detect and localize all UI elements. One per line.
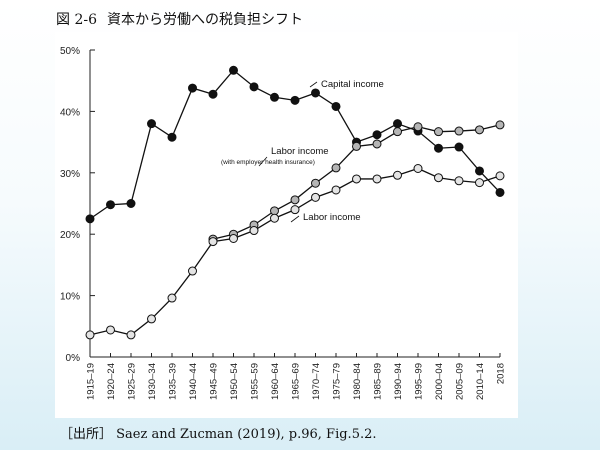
series-label-capital: Capital income bbox=[321, 79, 384, 90]
data-point-labor-with-health bbox=[352, 141, 361, 151]
x-tick-label: 2000–04 bbox=[434, 363, 445, 400]
x-tick-label: 1945–49 bbox=[209, 363, 220, 400]
x-tick-label: 1940–44 bbox=[188, 363, 199, 400]
x-tick-label: 2005–09 bbox=[455, 363, 466, 400]
source-citation: ［出所］ Saez and Zucman (2019), p.96, Fig.5… bbox=[60, 427, 377, 442]
figure-title: 資本から労働への税負担シフト bbox=[107, 12, 303, 28]
data-point-labor bbox=[393, 170, 402, 180]
x-tick-label: 1960–64 bbox=[270, 363, 281, 400]
x-tick-label: 1925–29 bbox=[127, 363, 138, 400]
x-axis: 1915–19 1920–24 1925–29 1930–34 1935–39 1940–… bbox=[86, 353, 507, 400]
data-point-labor bbox=[475, 178, 484, 188]
y-tick-label: 50% bbox=[60, 46, 80, 57]
x-tick-label: 1915–19 bbox=[86, 363, 97, 400]
series-points bbox=[85, 65, 505, 340]
data-point-capital bbox=[208, 89, 218, 99]
data-point-labor bbox=[352, 174, 361, 184]
x-tick-label: 1950–54 bbox=[229, 363, 240, 400]
data-point-labor bbox=[290, 205, 300, 215]
y-tick-label: 0% bbox=[66, 353, 81, 364]
data-point-capital bbox=[434, 143, 443, 153]
data-point-labor bbox=[434, 173, 443, 183]
data-point-labor bbox=[311, 192, 320, 202]
data-point-capital bbox=[454, 142, 464, 152]
data-point-labor bbox=[229, 233, 238, 243]
series-line-labor bbox=[89, 167, 501, 336]
y-tick-label: 40% bbox=[60, 107, 80, 118]
series-label-labor-health: Labor income bbox=[271, 146, 329, 157]
data-point-capital bbox=[475, 166, 484, 176]
y-tick-label: 30% bbox=[60, 169, 80, 180]
data-point-capital bbox=[167, 132, 177, 142]
x-tick-label: 1935–39 bbox=[168, 363, 179, 400]
series-labels: Capital income Labor income (with employ… bbox=[221, 79, 384, 223]
data-point-labor bbox=[413, 164, 423, 174]
data-point-capital bbox=[311, 88, 320, 98]
x-tick-label: 1980–84 bbox=[352, 363, 363, 400]
x-tick-label: 2010–14 bbox=[475, 363, 486, 400]
data-point-capital bbox=[290, 95, 300, 105]
data-point-labor bbox=[167, 293, 177, 303]
figure-number: 図 2-6 bbox=[56, 12, 97, 28]
series-label-labor: Labor income bbox=[303, 212, 361, 223]
data-point-capital bbox=[270, 92, 279, 102]
data-point-labor bbox=[147, 314, 156, 324]
data-point-capital bbox=[126, 199, 136, 208]
data-point-labor-with-health bbox=[331, 163, 341, 173]
data-point-capital bbox=[372, 130, 382, 140]
x-tick-label: 1965–69 bbox=[291, 363, 302, 400]
x-tick-label: 1930–34 bbox=[147, 363, 158, 400]
x-tick-label: 1985–89 bbox=[373, 363, 384, 400]
data-point-labor-with-health bbox=[454, 126, 464, 136]
data-point-labor bbox=[106, 325, 115, 335]
labor-leader-line bbox=[290, 215, 300, 223]
data-point-labor-with-health bbox=[270, 206, 279, 216]
data-point-labor-with-health bbox=[475, 125, 484, 135]
y-axis: 0% 10% 20% 30% 40% 50% bbox=[60, 46, 95, 364]
data-point-labor bbox=[495, 171, 505, 181]
data-point-labor bbox=[270, 213, 279, 223]
data-point-labor-with-health bbox=[393, 127, 402, 137]
data-point-labor bbox=[85, 330, 95, 340]
data-point-labor bbox=[249, 226, 259, 236]
line-chart: 0%10%20%30%40%50% 1915–19 1920–24 1925–29 1… bbox=[60, 46, 507, 400]
x-tick-label: 1990–94 bbox=[393, 363, 404, 400]
x-tick-label: 1970–74 bbox=[311, 363, 322, 400]
data-point-labor-with-health bbox=[495, 120, 505, 130]
x-tick-label: 1920–24 bbox=[106, 363, 117, 400]
data-point-labor-with-health bbox=[434, 127, 443, 137]
data-point-labor-with-health bbox=[290, 195, 300, 205]
x-tick-label: 1995–99 bbox=[414, 363, 425, 400]
slide-title: 図 2-6 資本から労働への税負担シフト bbox=[56, 9, 303, 29]
data-point-capital bbox=[85, 214, 95, 224]
x-tick-label: 2018 bbox=[496, 363, 507, 384]
capital-leader-line bbox=[309, 81, 318, 88]
chart-panel: 0% 10% 20% 30% 40% 50% 1915–19 1920–24 1925–29 1… bbox=[55, 32, 518, 418]
data-point-labor-with-health bbox=[311, 178, 320, 188]
data-point-labor bbox=[331, 185, 341, 195]
labor-health-leader-line bbox=[258, 156, 268, 167]
data-point-labor bbox=[454, 176, 464, 186]
data-point-labor bbox=[188, 266, 197, 276]
data-point-capital bbox=[147, 119, 156, 129]
data-point-labor bbox=[126, 330, 136, 340]
y-tick-label: 10% bbox=[60, 292, 80, 303]
series-sublabel-labor-health: (with employer health insurance) bbox=[221, 159, 315, 166]
x-tick-label: 1955–59 bbox=[250, 363, 261, 400]
data-point-capital bbox=[331, 101, 341, 111]
x-tick-label: 1975–79 bbox=[332, 363, 343, 400]
data-point-capital bbox=[229, 65, 238, 75]
data-point-capital bbox=[495, 187, 505, 197]
data-point-labor-with-health bbox=[413, 122, 423, 132]
data-point-labor bbox=[372, 174, 382, 184]
data-point-capital bbox=[106, 200, 115, 210]
data-point-capital bbox=[393, 119, 402, 129]
data-point-labor bbox=[208, 237, 218, 247]
y-tick-label: 20% bbox=[60, 230, 80, 241]
data-point-labor-with-health bbox=[372, 139, 382, 149]
data-point-capital bbox=[188, 83, 197, 93]
data-point-capital bbox=[249, 82, 259, 92]
